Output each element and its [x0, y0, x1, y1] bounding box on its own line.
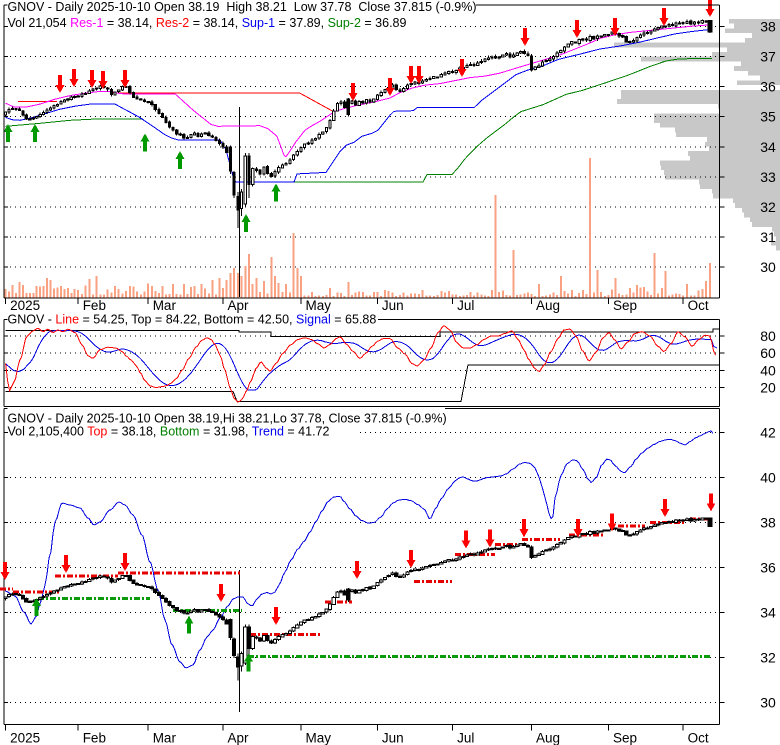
svg-text:Jun: Jun — [382, 298, 404, 313]
svg-text:Sep: Sep — [613, 731, 637, 745]
svg-text:Apr: Apr — [228, 298, 250, 313]
svg-text:Mar: Mar — [153, 298, 177, 313]
svg-text:2025: 2025 — [10, 298, 40, 313]
svg-text:20: 20 — [760, 380, 776, 396]
svg-text:35: 35 — [760, 109, 776, 125]
svg-text:42: 42 — [760, 424, 776, 440]
svg-text:32: 32 — [760, 649, 776, 665]
svg-text:Jun: Jun — [382, 731, 404, 745]
svg-text:GNOV - Daily 2025-10-10 Open 3: GNOV - Daily 2025-10-10 Open 38.19 High … — [8, 0, 477, 14]
svg-text:38: 38 — [760, 514, 776, 530]
svg-text:37: 37 — [760, 49, 776, 65]
svg-text:Aug: Aug — [536, 731, 560, 745]
svg-text:60: 60 — [760, 345, 776, 361]
svg-text:Aug: Aug — [536, 298, 560, 313]
svg-text:Jul: Jul — [457, 731, 474, 745]
svg-text:31: 31 — [760, 229, 776, 245]
svg-text:Sep: Sep — [613, 298, 637, 313]
svg-text:Oct: Oct — [688, 731, 709, 745]
svg-text:36: 36 — [760, 559, 776, 575]
svg-text:2025: 2025 — [10, 731, 40, 745]
svg-text:30: 30 — [760, 694, 776, 710]
svg-text:Vol 21,054 Res-1 = 38.14, Res-: Vol 21,054 Res-1 = 38.14, Res-2 = 38.14,… — [8, 16, 407, 30]
svg-text:32: 32 — [760, 199, 776, 215]
svg-text:30: 30 — [760, 259, 776, 275]
svg-text:40: 40 — [760, 469, 776, 485]
svg-text:40: 40 — [760, 362, 776, 378]
svg-text:33: 33 — [760, 169, 776, 185]
svg-text:38: 38 — [760, 18, 776, 34]
svg-text:36: 36 — [760, 79, 776, 95]
svg-text:Jul: Jul — [457, 298, 474, 313]
svg-text:Feb: Feb — [83, 298, 106, 313]
svg-text:Apr: Apr — [228, 731, 250, 745]
svg-text:Vol 2,105,400 Top = 38.18, Bot: Vol 2,105,400 Top = 38.18, Bottom = 31.9… — [8, 425, 330, 439]
svg-text:GNOV - Daily 2025-10-10 Open 3: GNOV - Daily 2025-10-10 Open 38.19,Hi 38… — [8, 412, 447, 426]
svg-text:Oct: Oct — [688, 298, 709, 313]
svg-text:GNOV - Line = 54.25, Top = 84.: GNOV - Line = 54.25, Top = 84.22, Bottom… — [8, 313, 377, 327]
svg-text:80: 80 — [760, 328, 776, 344]
svg-text:34: 34 — [760, 604, 776, 620]
svg-text:May: May — [306, 298, 332, 313]
svg-text:May: May — [306, 731, 332, 745]
svg-text:34: 34 — [760, 139, 776, 155]
svg-text:Feb: Feb — [83, 731, 106, 745]
svg-text:Mar: Mar — [153, 731, 177, 745]
